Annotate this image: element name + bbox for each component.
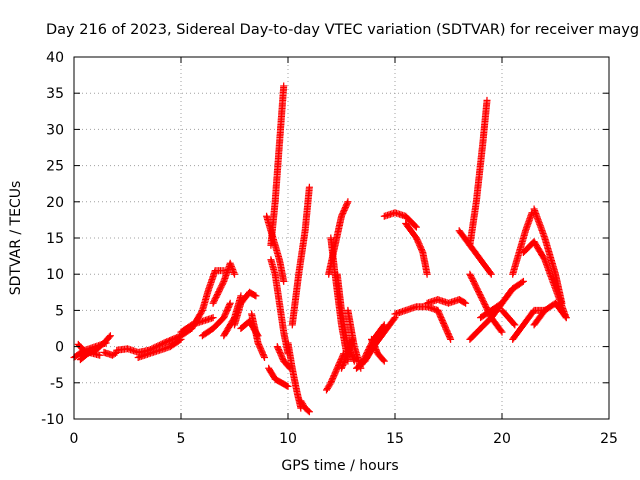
series-t18 [265,364,292,390]
series-t28 [338,335,356,372]
data-point-markers [368,335,388,365]
data-point-markers [530,299,570,329]
x-tick-label: 20 [493,431,511,447]
series-t30 [353,314,399,372]
series-t45 [509,209,536,278]
x-tick-label: 0 [70,431,79,447]
y-axis-label: SDTVAR / TECUs [8,181,24,296]
data-point-markers [134,335,185,361]
series-t2 [76,348,104,364]
x-tick-label: 15 [386,431,404,447]
data-points [70,82,570,416]
y-tick-label: 0 [55,340,64,356]
y-tick-label: 10 [46,267,64,283]
series-t49 [530,299,570,329]
series-t7 [145,325,196,354]
data-point-markers [455,227,495,278]
data-point-markers [509,306,549,343]
data-point-markers [265,364,292,390]
series-t44 [498,306,519,329]
series-t23 [297,397,313,416]
y-tick-label: 20 [46,195,64,211]
series-t43 [487,277,527,322]
series-t19 [267,82,288,249]
data-point-markers [353,314,399,372]
series-t39 [466,96,491,249]
series-t22 [288,183,313,329]
data-point-markers [423,296,470,307]
data-point-markers [323,350,348,394]
series-t37 [434,306,455,343]
chart-title: Day 216 of 2023, Sidereal Day-to-day VTE… [46,22,640,38]
y-tick-label: 25 [46,159,64,175]
x-tick-label: 5 [177,431,186,447]
series-t13 [231,288,260,329]
data-point-markers [100,348,121,359]
series-t47 [530,205,566,307]
data-point-markers [487,277,527,322]
data-point-markers [91,332,114,354]
series-t29 [344,306,365,372]
series-t6 [134,335,185,361]
y-tick-label: 35 [46,86,64,102]
series-t9 [188,267,228,332]
data-point-markers [198,299,234,340]
data-point-markers [145,325,196,354]
data-point-markers [466,96,491,249]
y-tick-label: 15 [46,231,64,247]
data-point-markers [344,306,365,372]
data-point-markers [76,348,104,364]
grid-lines [74,57,609,419]
series-t32 [368,335,388,365]
series-t38 [455,227,495,278]
y-tick-label: 30 [46,122,64,138]
series-t48 [509,306,549,343]
data-point-markers [380,209,420,231]
series-t36 [423,296,470,307]
y-tick-label: 40 [46,50,64,66]
x-tick-label: 10 [279,431,297,447]
data-point-markers [188,267,228,332]
data-point-markers [248,310,268,361]
x-tick-label: 25 [600,431,618,447]
series-t35 [391,303,442,318]
data-point-markers [391,303,442,318]
y-tick-label: -10 [41,412,64,428]
x-axis-ticks: 0 5 10 15 20 25 [70,57,618,447]
series-t11 [209,259,238,307]
series-t10 [198,299,234,340]
series-t34 [402,220,431,278]
data-point-markers [267,82,288,249]
data-point-markers [288,183,313,329]
y-tick-label: -5 [50,376,64,392]
data-point-markers [498,306,519,329]
series-t3 [91,332,114,354]
x-axis-label: GPS time / hours [281,458,398,474]
series-t33 [380,209,420,231]
series-t15 [248,310,268,361]
series-t24 [323,350,348,394]
y-axis-ticks: -10 -5 0 5 10 15 20 25 30 35 40 [41,50,609,428]
data-point-markers [209,259,238,307]
data-point-markers [530,205,566,307]
series-t4 [100,348,121,359]
data-point-markers [231,288,260,329]
data-point-markers [297,397,313,416]
data-point-markers [402,220,431,278]
data-point-markers [338,335,356,372]
y-tick-label: 5 [55,303,64,319]
data-point-markers [509,209,536,278]
data-point-markers [434,306,455,343]
